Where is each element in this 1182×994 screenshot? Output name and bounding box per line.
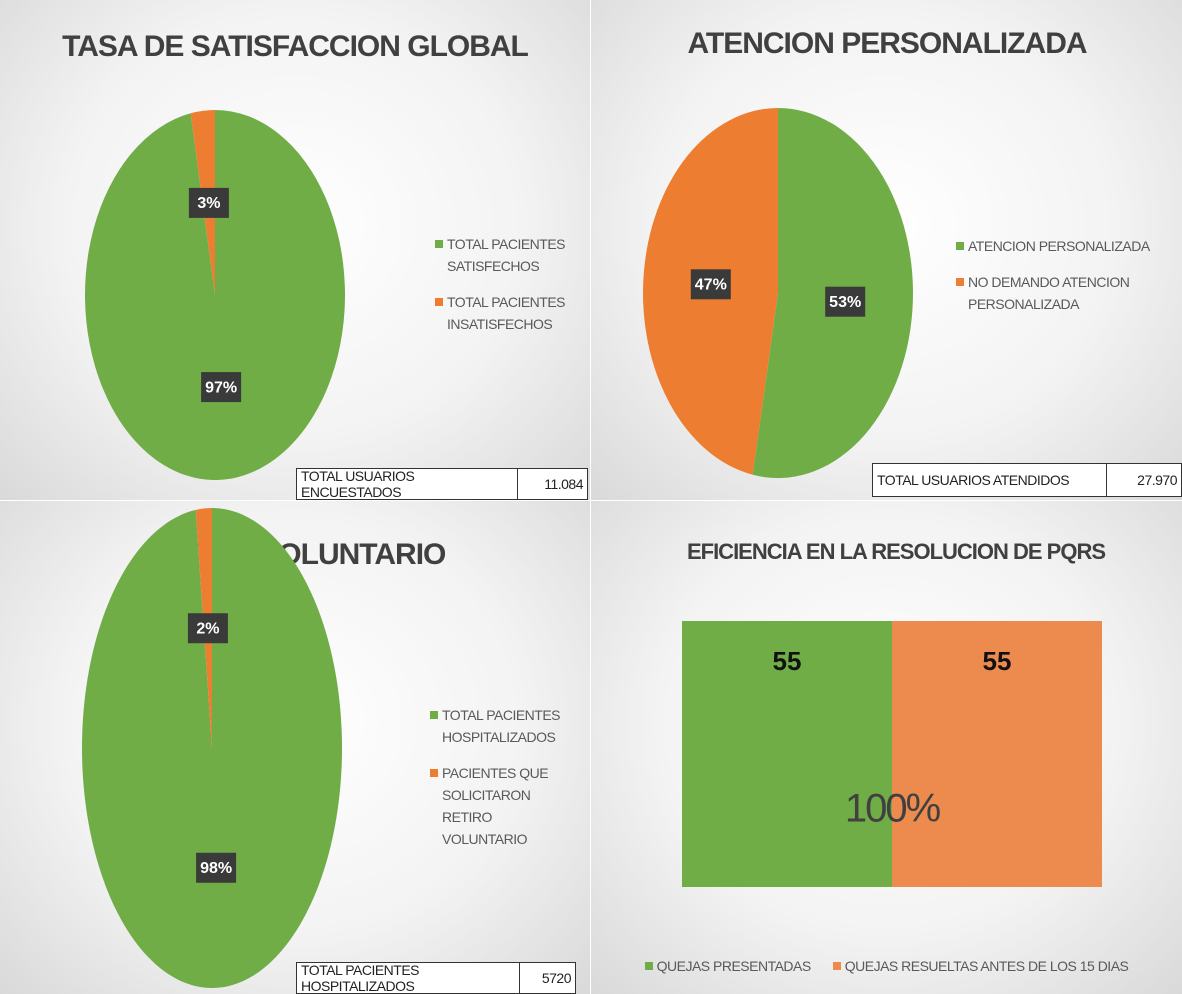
legend-item: PACIENTES QUE SOLICITARON RETIRO VOLUNTA…: [430, 762, 570, 850]
data-label-bg: [196, 852, 237, 883]
data-label-bg: [201, 372, 242, 403]
data-label: 98%: [200, 860, 232, 877]
total-table: TOTAL USUARIOS ATENDIDOS 27.970: [872, 463, 1182, 497]
legend-label: PACIENTES QUE SOLICITARON RETIRO VOLUNTA…: [442, 765, 549, 847]
chart: TASA DE SATISFACCION GLOBAL 97% 3%: [62, 30, 530, 480]
legend-item: TOTAL PACIENTES HOSPITALIZADOS: [430, 704, 570, 748]
chart-title: ATENCION PERSONALIZADA: [687, 27, 1086, 60]
chart-panel: ATENCION PERSONALIZADA 53% 47% ATENCION PER…: [591, 0, 1182, 500]
chart: EFICIENCIA EN LA RESOLUCION DE PQRS 55 55 1…: [682, 539, 1106, 887]
bar: [682, 621, 892, 887]
data-label: 55: [773, 646, 802, 676]
chart-panel: EFICIENCIA EN LA RESOLUCION DE PQRS 55 55 1…: [591, 501, 1182, 994]
legend-label: ATENCION PERSONALIZADA: [968, 238, 1150, 254]
data-label: 2%: [196, 620, 219, 637]
total-value: 27.970: [1106, 464, 1181, 496]
legend-swatch: [430, 769, 438, 777]
total-table: TOTAL PACIENTES HOSPITALIZADOS 5720: [296, 962, 576, 994]
legend-label: QUEJAS RESUELTAS ANTES DE LOS 15 DIAS: [844, 958, 1129, 974]
data-label: 47%: [695, 277, 727, 294]
chart-title: EFICIENCIA EN LA RESOLUCION DE PQRS: [687, 539, 1105, 564]
legend-swatch: [956, 242, 964, 250]
total-label: TOTAL USUARIOS ENCUESTADOS: [301, 468, 415, 500]
pie-slice: [85, 110, 346, 480]
total-table: TOTAL USUARIOS ENCUESTADOS 11.084: [296, 468, 588, 500]
data-label-bg: [187, 613, 228, 644]
legend-item: ATENCION PERSONALIZADA: [956, 235, 1176, 257]
annotation: 100%: [845, 787, 941, 831]
legend-swatch: [832, 962, 841, 970]
legend-label: TOTAL PACIENTES HOSPITALIZADOS: [442, 707, 561, 745]
legend-swatch: [956, 278, 964, 286]
legend-swatch: [435, 240, 443, 248]
legend-swatch: [435, 298, 443, 306]
data-label: 55: [983, 646, 1012, 676]
legend-swatch: [430, 711, 438, 719]
legend-item: TOTAL PACIENTES SATISFECHOS: [435, 233, 585, 277]
data-label: 53%: [829, 294, 861, 311]
legend: QUEJAS PRESENTADAS QUEJAS RESUELTAS ANTES…: [591, 955, 1182, 977]
data-label: 3%: [197, 195, 220, 212]
legend-item: NO DEMANDO ATENCION PERSONALIZADA: [956, 271, 1176, 315]
chart: ATENCION PERSONALIZADA 53% 47%: [643, 27, 1088, 478]
data-label-bg: [188, 187, 229, 218]
legend: TOTAL PACIENTES HOSPITALIZADOS PACIENTES …: [430, 704, 570, 864]
legend-label: NO DEMANDO ATENCION PERSONALIZADA: [968, 274, 1130, 312]
data-label: 97%: [205, 379, 237, 396]
data-label-bg: [690, 269, 731, 300]
total-label: TOTAL PACIENTES HOSPITALIZADOS: [301, 962, 420, 994]
total-value: 11.084: [517, 469, 587, 499]
chart-panel: TASA DE SATISFACCION GLOBAL 97% 3% TOTAL PA…: [0, 0, 590, 500]
legend-label: TOTAL PACIENTES INSATISFECHOS: [447, 294, 566, 332]
legend-label: TOTAL PACIENTES SATISFECHOS: [447, 236, 566, 274]
legend-item: TOTAL PACIENTES INSATISFECHOS: [435, 291, 585, 335]
bar: [892, 621, 1102, 887]
legend-label: QUEJAS PRESENTADAS: [656, 958, 812, 974]
data-label-bg: [825, 286, 866, 317]
total-label: TOTAL USUARIOS ATENDIDOS: [877, 472, 1070, 488]
legend-swatch: [644, 962, 653, 970]
total-value: 5720: [519, 963, 575, 993]
chart-title: TASA DE SATISFACCION GLOBAL: [62, 30, 528, 63]
chart-panel: RETIRO VOLUNTARIO 98% 2% TOTAL PACIENTES HO…: [0, 501, 590, 994]
legend: ATENCION PERSONALIZADA NO DEMANDO ATENCIO…: [956, 235, 1176, 329]
legend-item: QUEJAS RESUELTAS ANTES DE LOS 15 DIAS: [832, 955, 1129, 977]
legend-item: QUEJAS PRESENTADAS: [644, 955, 812, 977]
legend: TOTAL PACIENTES SATISFECHOS TOTAL PACIENT…: [435, 233, 585, 349]
